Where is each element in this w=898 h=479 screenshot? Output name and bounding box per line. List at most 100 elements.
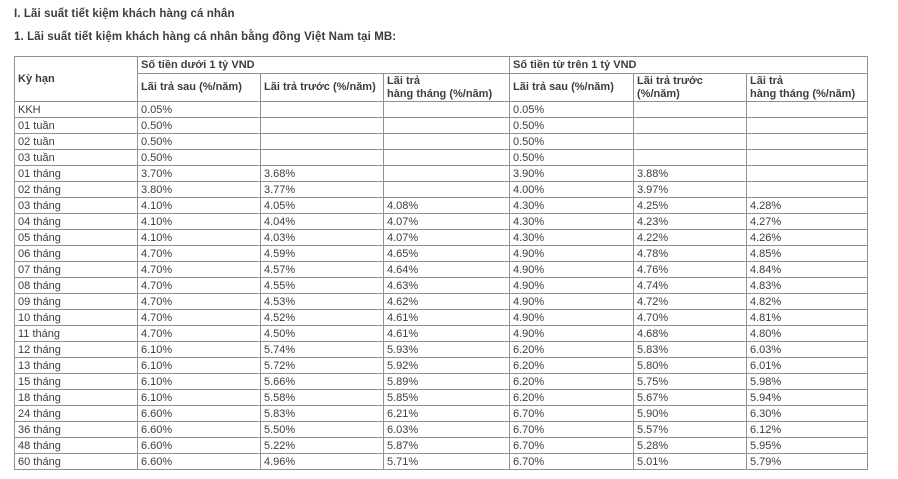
cell-rate: 0.50% [137, 133, 261, 150]
cell-term: 48 tháng [14, 437, 138, 454]
cell-rate [383, 165, 510, 182]
header-paid-before-over-1b: Lãi trả trước (%/năm) [633, 73, 747, 102]
cell-rate: 4.53% [260, 293, 384, 310]
header-paid-monthly-under-1b-line2: hàng tháng (%/năm) [387, 87, 493, 100]
cell-term: 06 tháng [14, 245, 138, 262]
cell-rate: 4.78% [633, 245, 747, 262]
cell-rate: 5.72% [260, 357, 384, 374]
cell-rate: 6.70% [509, 421, 634, 438]
cell-rate: 5.83% [633, 341, 747, 358]
cell-rate: 6.20% [509, 389, 634, 406]
cell-rate [383, 101, 510, 118]
header-group-row: Kỳ hạn Số tiền dưới 1 tỷ VND Số tiền từ … [14, 56, 869, 102]
table-row: 05 tháng 4.10% 4.03% 4.07% 4.30% 4.22% 4.26% [14, 229, 869, 246]
table-row: 11 tháng 4.70% 4.50% 4.61% 4.90% 4.68% 4.80% [14, 325, 869, 342]
cell-rate [633, 133, 747, 150]
cell-rate [260, 117, 384, 134]
rates-table-body: KKH 0.05% 0.05% 01 tuần 0.50% 0.50% 02 tuần 0.5… [14, 101, 869, 470]
table-row: 24 tháng 6.60% 5.83% 6.21% 6.70% 5.90% 6.30% [14, 405, 869, 422]
cell-rate: 0.50% [509, 149, 634, 166]
cell-rate: 5.93% [383, 341, 510, 358]
table-row: KKH 0.05% 0.05% [14, 101, 869, 118]
cell-rate: 4.90% [509, 277, 634, 294]
table-row: 06 tháng 4.70% 4.59% 4.65% 4.90% 4.78% 4.85% [14, 245, 869, 262]
table-row: 13 tháng 6.10% 5.72% 5.92% 6.20% 5.80% 6.01% [14, 357, 869, 374]
cell-rate: 4.90% [509, 325, 634, 342]
cell-rate: 4.50% [260, 325, 384, 342]
cell-rate: 4.10% [137, 229, 261, 246]
cell-term: 04 tháng [14, 213, 138, 230]
table-row: 04 tháng 4.10% 4.04% 4.07% 4.30% 4.23% 4.27% [14, 213, 869, 230]
cell-rate: 4.76% [633, 261, 747, 278]
table-row: 36 tháng 6.60% 5.50% 6.03% 6.70% 5.57% 6.12% [14, 421, 869, 438]
cell-rate [383, 133, 510, 150]
cell-rate: 3.88% [633, 165, 747, 182]
cell-rate: 5.28% [633, 437, 747, 454]
cell-rate: 6.70% [509, 453, 634, 470]
cell-rate [745, 149, 869, 166]
cell-rate: 3.68% [260, 165, 384, 182]
rates-table-header: Kỳ hạn Số tiền dưới 1 tỷ VND Số tiền từ … [14, 56, 869, 102]
cell-rate [383, 181, 510, 198]
cell-rate: 5.58% [260, 389, 384, 406]
cell-rate: 5.67% [633, 389, 747, 406]
cell-rate: 4.70% [137, 293, 261, 310]
cell-term: 01 tháng [14, 165, 138, 182]
table-row: 60 tháng 6.60% 4.96% 5.71% 6.70% 5.01% 5.79% [14, 453, 869, 470]
cell-rate: 3.70% [137, 165, 261, 182]
cell-term: 24 tháng [14, 405, 138, 422]
cell-rate: 4.30% [509, 229, 634, 246]
header-group-over-1b: Số tiền từ trên 1 tỷ VND [508, 56, 869, 74]
cell-rate: 0.50% [509, 117, 634, 134]
cell-rate: 4.26% [745, 229, 869, 246]
cell-rate: 6.30% [745, 405, 869, 422]
cell-rate: 5.98% [745, 373, 869, 390]
cell-rate: 4.64% [383, 261, 510, 278]
table-row: 03 tuần 0.50% 0.50% [14, 149, 869, 166]
section-title-main: I. Lãi suất tiết kiệm khách hàng cá nhân [14, 8, 235, 20]
cell-rate: 4.61% [383, 325, 510, 342]
table-row: 12 tháng 6.10% 5.74% 5.93% 6.20% 5.83% 6.03% [14, 341, 869, 358]
cell-rate [745, 133, 869, 150]
cell-rate: 4.59% [260, 245, 384, 262]
cell-rate: 4.23% [633, 213, 747, 230]
cell-term: 07 tháng [14, 261, 138, 278]
cell-term: 05 tháng [14, 229, 138, 246]
cell-rate: 4.07% [383, 229, 510, 246]
header-paid-after-under-1b: Lãi trả sau (%/năm) [137, 73, 261, 102]
cell-rate: 6.03% [745, 341, 869, 358]
cell-rate: 4.70% [137, 277, 261, 294]
cell-rate: 5.85% [383, 389, 510, 406]
cell-term: 02 tháng [14, 181, 138, 198]
header-paid-after-over-1b: Lãi trả sau (%/năm) [509, 73, 634, 102]
cell-rate [260, 149, 384, 166]
cell-rate: 4.22% [633, 229, 747, 246]
cell-rate: 4.10% [137, 197, 261, 214]
cell-term: 08 tháng [14, 277, 138, 294]
cell-rate: 5.80% [633, 357, 747, 374]
table-row: 03 tháng 4.10% 4.05% 4.08% 4.30% 4.25% 4.28% [14, 197, 869, 214]
cell-term: 18 tháng [14, 389, 138, 406]
cell-rate: 5.79% [745, 453, 869, 470]
cell-rate: 6.20% [509, 357, 634, 374]
table-row: 08 tháng 4.70% 4.55% 4.63% 4.90% 4.74% 4.83% [14, 277, 869, 294]
header-sub-row: Lãi trả sau (%/năm) Lãi trả trước (%/năm… [15, 73, 869, 102]
cell-rate: 5.90% [633, 405, 747, 422]
cell-rate: 4.70% [137, 245, 261, 262]
cell-rate: 4.25% [633, 197, 747, 214]
cell-rate [633, 149, 747, 166]
cell-rate: 3.97% [633, 181, 747, 198]
cell-rate: 6.20% [509, 373, 634, 390]
cell-rate: 4.81% [745, 309, 869, 326]
cell-rate: 4.70% [137, 325, 261, 342]
header-paid-monthly-over-1b: Lãi trả hàng tháng (%/năm) [745, 73, 869, 102]
cell-rate: 3.77% [260, 181, 384, 198]
cell-rate: 5.66% [260, 373, 384, 390]
cell-term: 11 tháng [14, 325, 138, 342]
cell-rate: 6.03% [383, 421, 510, 438]
cell-rate: 4.90% [509, 245, 634, 262]
cell-rate [633, 101, 747, 118]
cell-rate: 4.57% [260, 261, 384, 278]
cell-rate: 4.10% [137, 213, 261, 230]
